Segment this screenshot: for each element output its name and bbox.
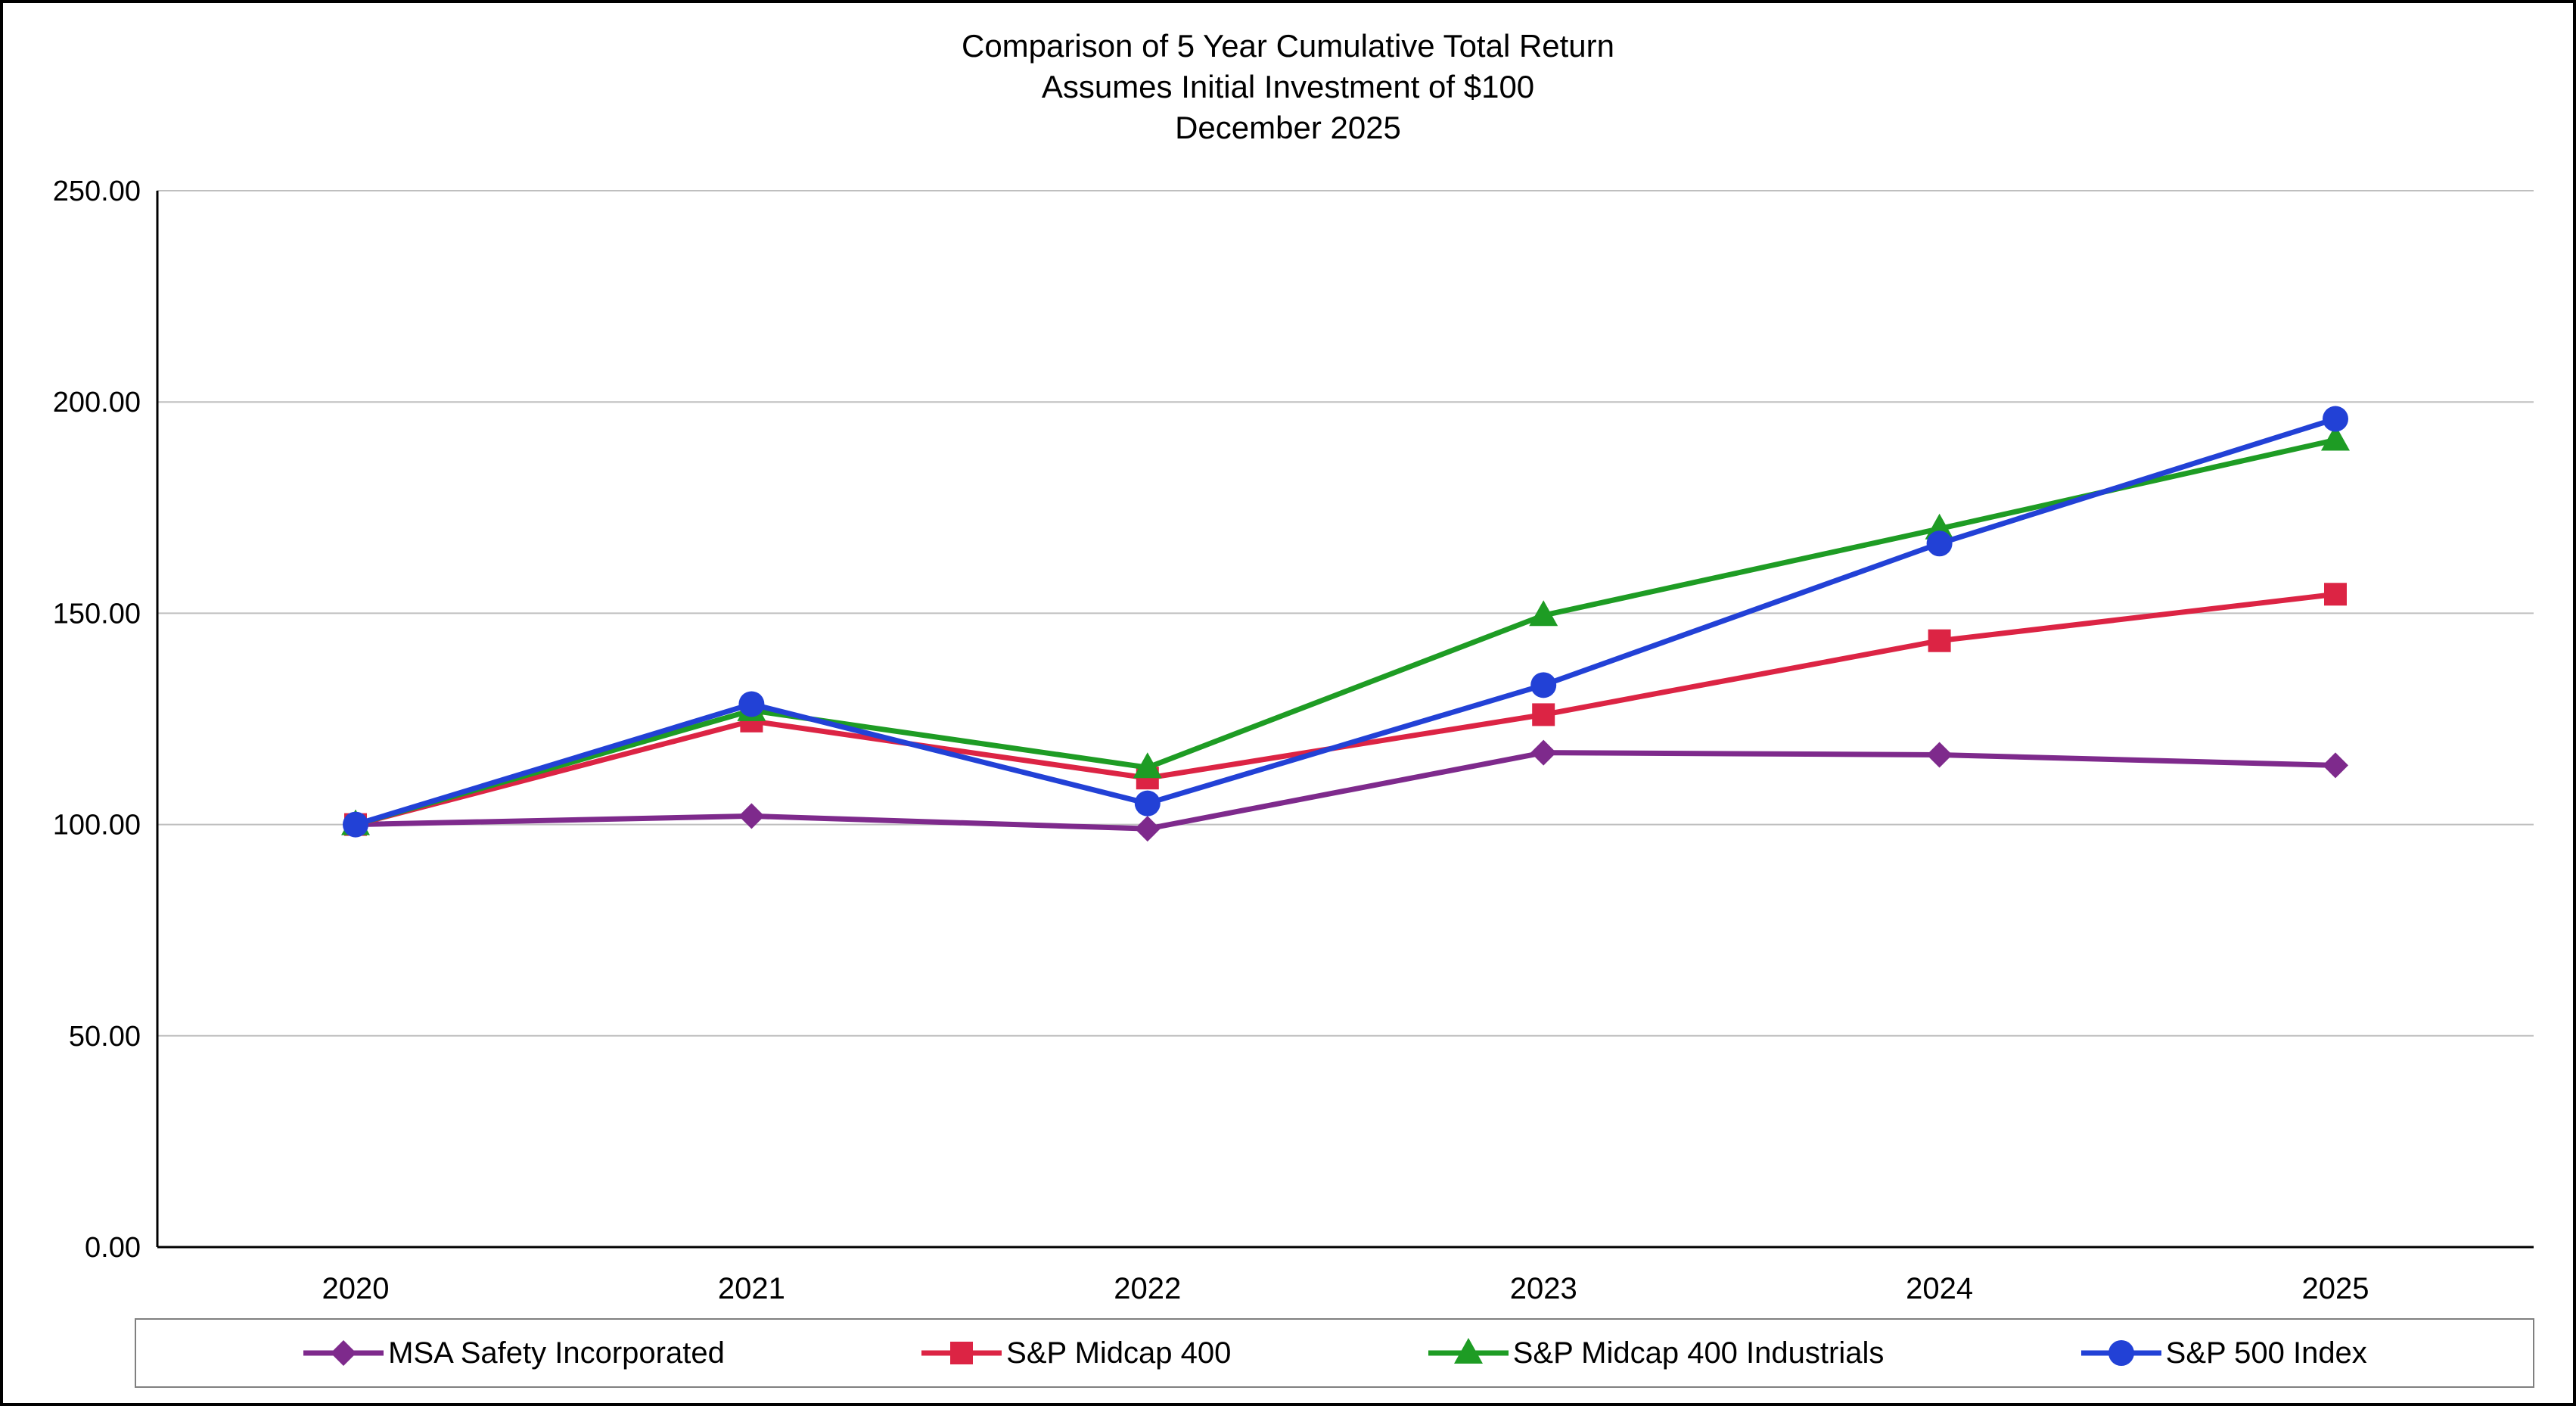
- legend-item-msa-safety-incorporated: MSA Safety Incorporated: [302, 1336, 725, 1370]
- marker-s-p-midcap-400: [1928, 629, 1951, 652]
- marker-s-p-500-index: [1530, 672, 1557, 698]
- legend-marker-s-p-500-index: [2108, 1340, 2134, 1366]
- chart-title: Comparison of 5 Year Cumulative Total Re…: [3, 26, 2573, 148]
- marker-msa-safety-incorporated: [1134, 816, 1161, 842]
- legend-label: S&P Midcap 400: [1006, 1336, 1232, 1370]
- legend: MSA Safety Incorporated S&P Midcap 400 S&P…: [135, 1318, 2534, 1388]
- legend-marker-diamond-icon: [303, 1340, 384, 1366]
- x-tick-label: 2025: [2302, 1272, 2369, 1305]
- legend-label: S&P 500 Index: [2165, 1336, 2367, 1370]
- marker-msa-safety-incorporated: [1530, 739, 1557, 766]
- y-tick-label: 200.00: [53, 387, 141, 418]
- series-line-msa-safety-incorporated: [353, 750, 2338, 832]
- marker-s-p-500-index: [1926, 530, 1953, 557]
- series-line-s-p-500-index: [353, 416, 2338, 828]
- legend-label: MSA Safety Incorporated: [388, 1336, 725, 1370]
- legend-item-s-p-midcap-400-industrials: S&P Midcap 400 Industrials: [1427, 1336, 1885, 1370]
- series-line-s-p-midcap-400-industrials: [353, 437, 2338, 828]
- legend-marker-s-p-midcap-400: [950, 1342, 974, 1364]
- marker-msa-safety-incorporated: [738, 803, 765, 829]
- chart-title-line2: Assumes Initial Investment of $100: [1041, 69, 1535, 104]
- legend-marker-square-icon: [921, 1342, 1002, 1364]
- y-tick-label: 250.00: [53, 176, 141, 207]
- marker-s-p-500-index: [343, 811, 368, 838]
- legend-item-s-p-500-index: S&P 500 Index: [2080, 1336, 2367, 1370]
- legend-marker-circle-icon: [2080, 1340, 2161, 1366]
- legend-marker-s-p-midcap-400-industrials: [1453, 1338, 1483, 1364]
- legend-marker-triangle-icon: [1428, 1338, 1509, 1364]
- legend-label: S&P Midcap 400 Industrials: [1512, 1336, 1885, 1370]
- legend-marker-msa-safety-incorporated: [331, 1340, 357, 1366]
- x-tick-label: 2023: [1510, 1272, 1577, 1305]
- marker-s-p-500-index: [1134, 790, 1161, 817]
- chart-title-line1: Comparison of 5 Year Cumulative Total Re…: [961, 28, 1615, 64]
- y-tick-label: 50.00: [69, 1021, 141, 1053]
- y-tick-label: 0.00: [85, 1232, 141, 1264]
- x-tick-label: 2024: [1906, 1272, 1973, 1305]
- marker-s-p-midcap-400-industrials: [2321, 425, 2350, 451]
- x-tick-label: 2020: [322, 1272, 390, 1305]
- marker-s-p-midcap-400-industrials: [1133, 752, 1162, 779]
- marker-s-p-500-index: [2323, 406, 2348, 432]
- marker-msa-safety-incorporated: [2323, 752, 2348, 779]
- marker-s-p-midcap-400-industrials: [1529, 600, 1558, 627]
- legend-item-s-p-midcap-400: S&P Midcap 400: [920, 1336, 1231, 1370]
- marker-s-p-midcap-400: [2324, 583, 2347, 606]
- line-chart: 0.00 50.00 100.00 150.00 200.00 250.00 2020 202…: [53, 176, 2534, 1305]
- y-tick-label: 100.00: [53, 810, 141, 841]
- x-tick-label: 2021: [718, 1272, 785, 1305]
- marker-s-p-500-index: [738, 691, 765, 717]
- marker-s-p-midcap-400: [1532, 703, 1555, 726]
- y-tick-label: 150.00: [53, 598, 141, 630]
- marker-msa-safety-incorporated: [1926, 742, 1953, 768]
- chart-title-line3: December 2025: [1175, 110, 1401, 145]
- x-tick-label: 2022: [1114, 1272, 1181, 1305]
